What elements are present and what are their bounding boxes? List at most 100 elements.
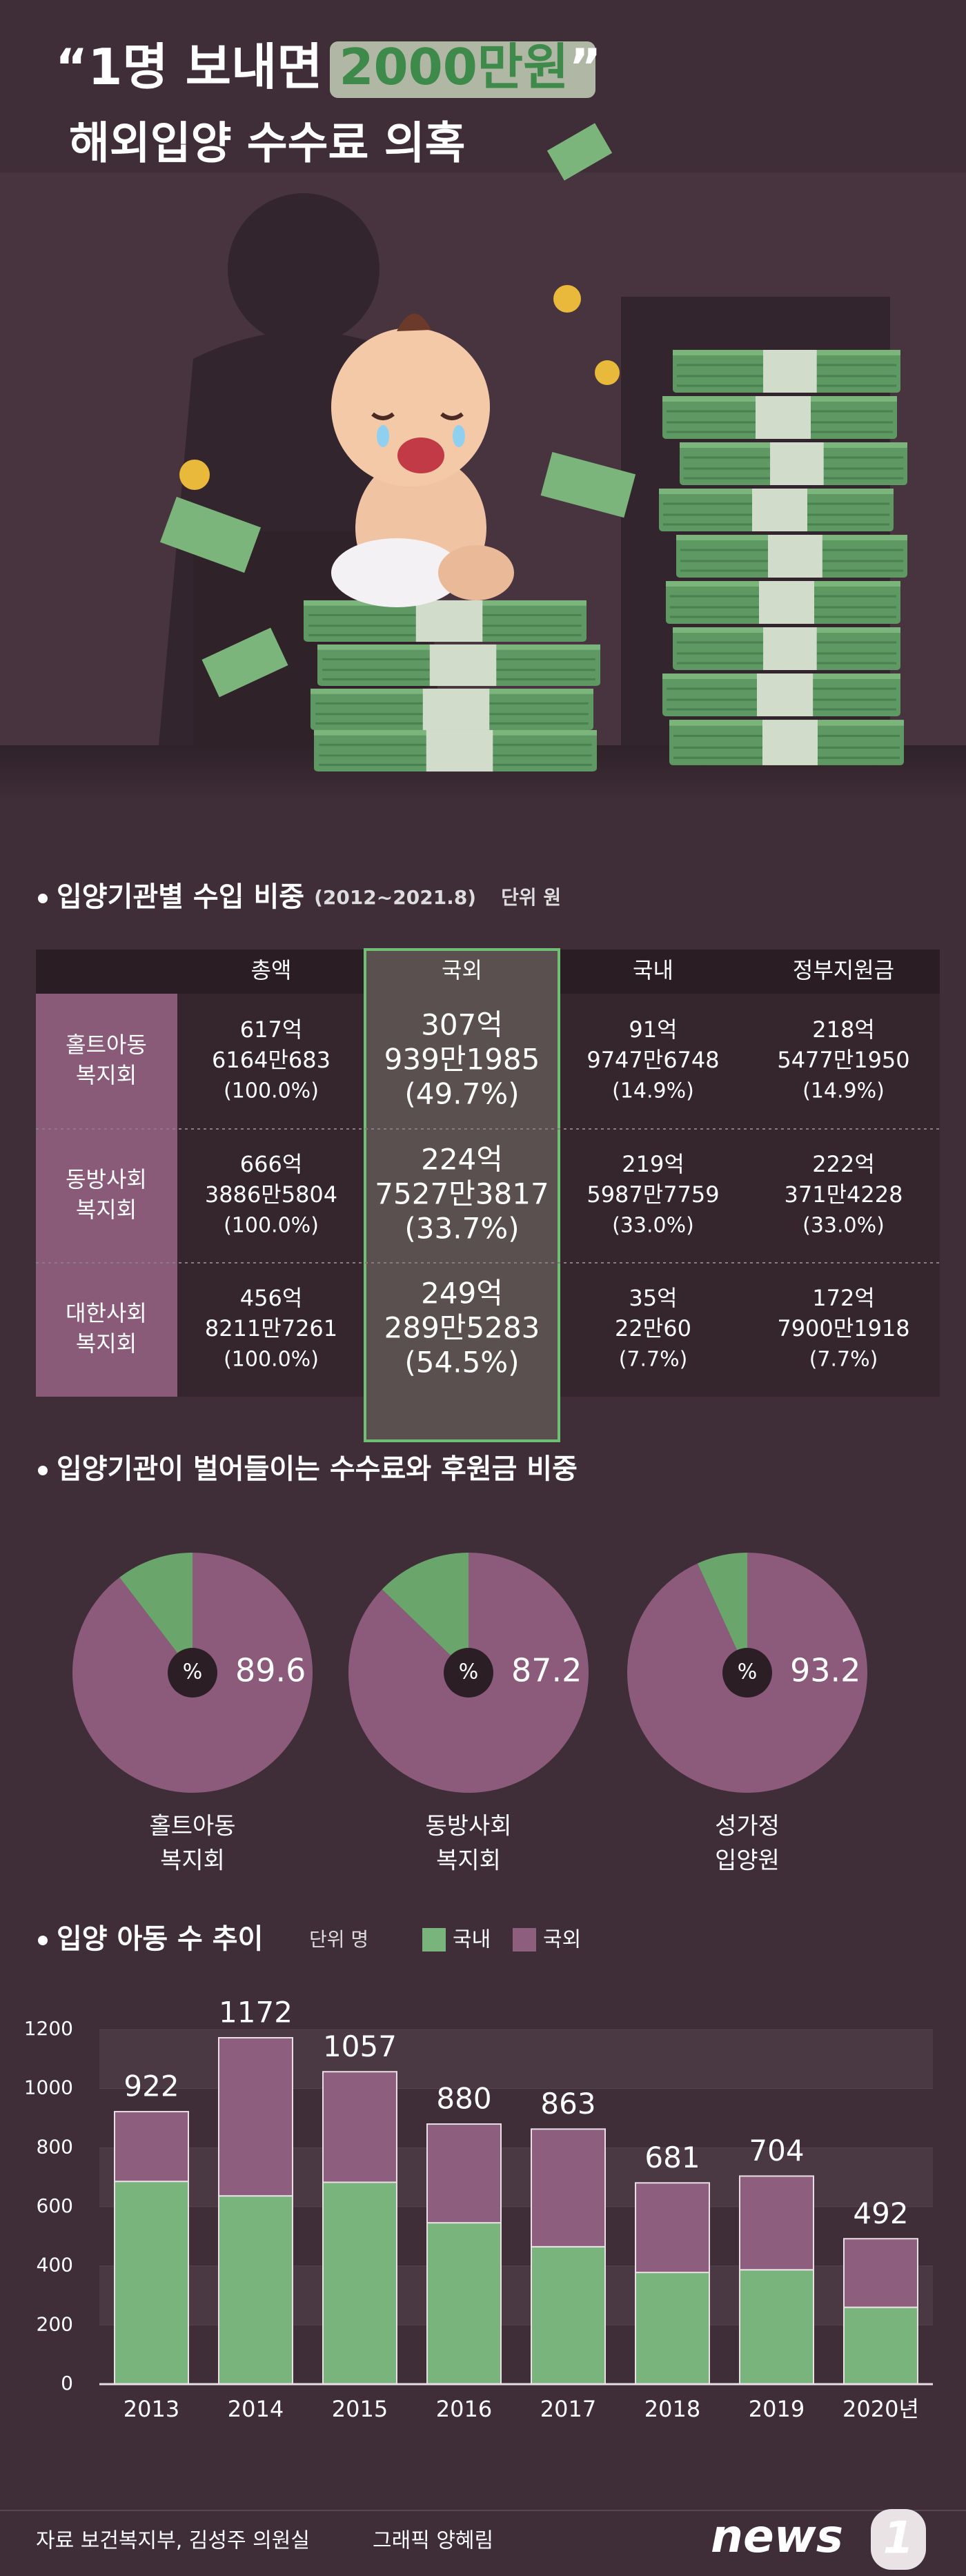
table-cell: (33.0%): [802, 1214, 885, 1238]
money-bundle: [659, 487, 894, 533]
table-cell: 222억: [812, 1151, 875, 1177]
coin: [553, 285, 581, 313]
section-title: 입양기관이 벌어들이는 수수료와 후원금 비중: [57, 1453, 578, 1485]
bar-total-label: 880: [436, 2082, 491, 2116]
bar-segment: [218, 2036, 293, 2197]
bar-segment: [531, 2245, 606, 2385]
title-highlight-brush: [330, 41, 595, 98]
column-header: 국내: [633, 957, 673, 983]
table-cell: 666억: [240, 1151, 303, 1177]
credit: 그래픽 양혜림: [373, 2529, 493, 2553]
table-cell: (14.9%): [612, 1079, 694, 1103]
bar-segment: [635, 2182, 710, 2274]
bar-total-label: 1172: [219, 1995, 293, 2029]
money-bundle: [680, 441, 907, 486]
table-cell: (100.0%): [224, 1214, 319, 1238]
pie-value-label: 89.6: [235, 1652, 306, 1689]
bar-segment: [635, 2272, 710, 2386]
baby-head: [331, 328, 490, 486]
money-bundle: [676, 533, 907, 579]
table-cell: 224억: [421, 1143, 503, 1177]
column-header: 총액: [251, 957, 292, 983]
money-bundle: [310, 687, 593, 731]
bar-segment: [322, 2071, 397, 2183]
x-tick-label: 2015: [332, 2396, 388, 2422]
row-label: 복지회: [76, 1197, 137, 1223]
tear: [377, 425, 389, 447]
table-cell: (49.7%): [404, 1077, 519, 1111]
section-title: 입양기관별 수입 비중 (2012~2021.8) 단위 원: [57, 881, 561, 913]
pie-center: [444, 1648, 493, 1698]
baby-eye: [371, 412, 395, 420]
table-cell: 35억: [629, 1285, 677, 1311]
table-cell: (100.0%): [224, 1348, 319, 1372]
money-bundle: [662, 672, 900, 718]
money-bundle: [317, 643, 600, 687]
section-title-text: 입양기관별 수입 비중: [57, 881, 304, 913]
table-cell: (14.9%): [802, 1079, 885, 1103]
pie-label: 입양원: [715, 1847, 780, 1875]
flying-bill: [540, 452, 636, 518]
x-tick-label: 2013: [124, 2396, 179, 2422]
table-cell: 371만4228: [785, 1181, 903, 1208]
x-tick-label: 2019: [749, 2396, 805, 2422]
flying-bill: [546, 123, 613, 181]
y-tick-label: 800: [37, 2135, 73, 2158]
bar-total-label: 863: [540, 2087, 595, 2121]
pie-center: [168, 1648, 217, 1698]
legend-swatch: [513, 1928, 536, 1951]
title: “1명 보내면 2000만원”: [55, 38, 602, 96]
pie-label: 홀트아동: [149, 1813, 235, 1840]
baby-hair: [397, 313, 431, 331]
row-label: 대한사회: [66, 1300, 147, 1326]
money-bundle: [669, 718, 904, 767]
table-cell: 289만5283: [384, 1311, 540, 1345]
unit-label: 단위 원: [501, 886, 561, 909]
pie-label: 성가정: [715, 1813, 780, 1840]
bar-total-label: 922: [124, 2069, 179, 2103]
pie-center-label: %: [183, 1660, 203, 1684]
bar-segment: [114, 2111, 189, 2183]
pie-label: 동방사회: [425, 1813, 511, 1840]
bar-segment: [114, 2181, 189, 2385]
title-prefix: “1명 보내면: [55, 38, 322, 96]
baby-leg: [438, 545, 514, 600]
baby-diaper: [331, 538, 462, 607]
table-cell: 7900만1918: [777, 1315, 909, 1341]
bar-total-label: 681: [644, 2141, 700, 2174]
bar-segment: [426, 2222, 502, 2385]
bar-segment: [218, 2195, 293, 2385]
table-cell: 9747만6748: [586, 1047, 719, 1073]
table-cell: 219억: [622, 1151, 684, 1177]
table-cell: 456억: [240, 1285, 303, 1311]
bar-total-label: 1057: [323, 2029, 397, 2063]
table-cell: 91억: [629, 1016, 677, 1043]
bullet: [38, 894, 48, 903]
bar-segment: [843, 2306, 918, 2385]
table-cell: 6164만683: [212, 1047, 331, 1073]
bar-segment: [739, 2269, 814, 2386]
unit-label: 단위 명: [309, 1928, 368, 1951]
table-cell: 3886만5804: [205, 1181, 337, 1208]
bullet: [38, 1466, 48, 1475]
money-bundle: [673, 348, 900, 394]
source: 자료 보건복지부, 김성주 의원실: [36, 2529, 310, 2553]
y-tick-label: 0: [61, 2372, 73, 2395]
bar-total-label: 704: [749, 2134, 804, 2167]
bar-segment: [843, 2238, 918, 2308]
table-label-column: [36, 994, 177, 1397]
x-tick-label: 2014: [228, 2396, 284, 2422]
table-cell: 617억: [240, 1016, 303, 1043]
x-tick-label: 2018: [644, 2396, 700, 2422]
pie-slice: [697, 1553, 747, 1673]
table-cell: 249억: [421, 1277, 503, 1310]
title-suffix: ”: [569, 38, 601, 96]
logo-number: 1: [883, 2513, 914, 2564]
coin: [179, 460, 210, 490]
legend-swatch: [422, 1928, 446, 1951]
pie-value-label: 87.2: [511, 1652, 582, 1689]
bar-segment: [322, 2181, 397, 2385]
x-tick-label: 2017: [540, 2396, 596, 2422]
